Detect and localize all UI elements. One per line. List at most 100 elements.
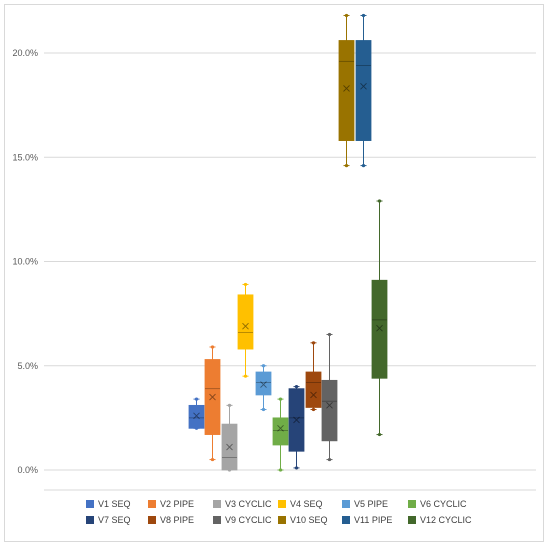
box-v6-cyclic: [272, 397, 289, 472]
min-point: [261, 407, 266, 412]
mean-marker: [343, 85, 350, 92]
max-point: [210, 345, 215, 349]
legend-item-v12-cyclic: V12 CYCLIC: [408, 515, 472, 525]
legend-label: V5 PIPE: [354, 499, 388, 509]
min-point: [327, 457, 332, 462]
min-point: [194, 426, 199, 430]
mean-marker: [326, 402, 333, 409]
legend-label: V3 CYCLIC: [225, 499, 272, 509]
legend-label: V11 PIPE: [354, 515, 392, 525]
legend-item-v11-pipe: V11 PIPE: [342, 515, 392, 525]
legend-item-v7-seq: V7 SEQ: [86, 515, 131, 525]
y-tick-label: 5.0%: [17, 361, 38, 371]
chart-frame: [4, 4, 544, 542]
legend-item-v6-cyclic: V6 CYCLIC: [408, 499, 467, 509]
box-v2-pipe: [204, 345, 221, 462]
max-point: [261, 364, 266, 368]
min-point: [344, 163, 349, 168]
box-iqr: [288, 388, 305, 452]
legend-swatch: [213, 516, 221, 524]
box-iqr: [371, 279, 388, 379]
legend-item-v5-pipe: V5 PIPE: [342, 499, 388, 509]
legend-swatch: [342, 516, 350, 524]
max-point: [194, 397, 199, 401]
box-v9-cyclic: [321, 332, 338, 462]
legend-swatch: [408, 516, 416, 524]
legend-label: V2 PIPE: [160, 499, 194, 509]
plot-area: [188, 13, 388, 472]
mean-marker: [226, 443, 233, 451]
max-point: [377, 199, 382, 203]
legend-swatch: [148, 500, 156, 508]
mean-marker: [293, 416, 300, 424]
box-iqr: [237, 294, 254, 350]
box-v5-pipe: [255, 364, 272, 412]
max-point: [227, 403, 232, 407]
max-point: [243, 282, 248, 287]
y-tick-label: 10.0%: [12, 257, 38, 267]
mean-marker: [260, 381, 267, 388]
legend-label: V4 SEQ: [290, 499, 323, 509]
legend: V1 SEQ V2 PIPE V3 CYCLIC V4 SEQ V5 PIPE V6 CY…: [86, 499, 472, 525]
legend-swatch: [213, 500, 221, 508]
min-point: [243, 374, 248, 378]
mean-marker: [360, 83, 367, 90]
legend-item-v10-seq: V10 SEQ: [278, 515, 328, 525]
y-tick-label: 15.0%: [12, 152, 38, 162]
y-tick-label: 0.0%: [17, 465, 38, 475]
max-point: [311, 341, 316, 345]
min-point: [210, 457, 215, 462]
legend-swatch: [278, 500, 286, 508]
max-point: [278, 397, 283, 401]
legend-swatch: [278, 516, 286, 524]
min-point: [361, 163, 366, 168]
y-tick-label: 20.0%: [12, 48, 38, 58]
legend-label: V6 CYCLIC: [420, 499, 467, 509]
legend-item-v3-cyclic: V3 CYCLIC: [213, 499, 272, 509]
mean-marker: [242, 322, 249, 330]
legend-label: V1 SEQ: [98, 499, 131, 509]
box-v10-seq: [338, 13, 355, 168]
box-iqr: [255, 371, 272, 396]
box-v11-pipe: [355, 13, 372, 168]
legend-item-v1-seq: V1 SEQ: [86, 499, 131, 509]
min-point: [227, 468, 232, 472]
box-v4-seq: [237, 282, 254, 378]
box-v3-cyclic: [221, 403, 238, 472]
legend-swatch: [408, 500, 416, 508]
box-iqr: [272, 417, 289, 446]
max-point: [344, 13, 349, 18]
box-v8-pipe: [305, 341, 322, 412]
min-point: [278, 468, 283, 472]
legend-label: V9 CYCLIC: [225, 515, 272, 525]
gridlines: [44, 52, 536, 471]
box-iqr: [321, 379, 338, 442]
legend-swatch: [86, 516, 94, 524]
box-iqr: [188, 404, 205, 429]
box-iqr: [204, 359, 221, 435]
legend-item-v2-pipe: V2 PIPE: [148, 499, 194, 509]
min-point: [377, 432, 382, 437]
legend-item-v8-pipe: V8 PIPE: [148, 515, 194, 525]
box-iqr: [338, 40, 355, 141]
box-v7-seq: [288, 385, 305, 470]
min-point: [294, 466, 299, 470]
legend-label: V10 SEQ: [290, 515, 328, 525]
legend-label: V7 SEQ: [98, 515, 131, 525]
legend-label: V8 PIPE: [160, 515, 194, 525]
mean-marker: [376, 324, 383, 332]
legend-label: V12 CYCLIC: [420, 515, 472, 525]
y-axis: 0.0% 5.0% 10.0% 15.0% 20.0%: [12, 48, 536, 491]
max-point: [361, 13, 366, 18]
legend-item-v4-seq: V4 SEQ: [278, 499, 323, 509]
mean-marker: [209, 393, 216, 401]
box-iqr: [305, 371, 322, 408]
box-iqr: [355, 40, 372, 141]
min-point: [311, 407, 316, 412]
box-v12-cyclic: [371, 199, 388, 437]
box-v1-seq: [188, 397, 205, 430]
mean-marker: [277, 424, 284, 432]
mean-marker: [193, 412, 200, 420]
legend-swatch: [342, 500, 350, 508]
